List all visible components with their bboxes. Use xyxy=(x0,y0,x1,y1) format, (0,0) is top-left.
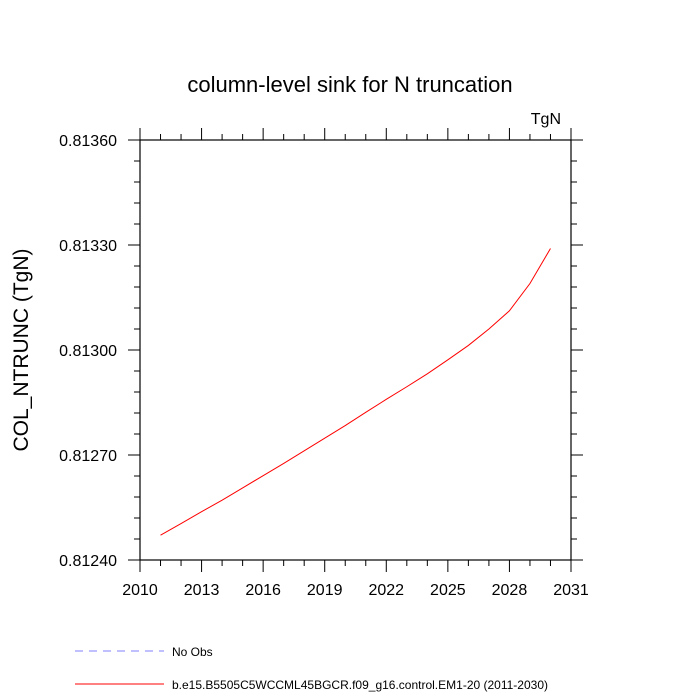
y-tick-label: 0.81360 xyxy=(59,133,117,150)
plot-lines xyxy=(160,248,551,536)
x-tick-label: 2025 xyxy=(430,582,466,599)
x-tick-label: 2016 xyxy=(245,582,281,599)
x-tick-label: 2013 xyxy=(184,582,220,599)
x-tick-label: 2031 xyxy=(553,582,589,599)
series-line xyxy=(160,248,551,536)
y-tick-label: 0.81330 xyxy=(59,238,117,255)
x-tick-label: 2019 xyxy=(307,582,343,599)
y-tick-label: 0.81300 xyxy=(59,343,117,360)
legend: No Obs b.e15.B5505C5WCCML45BGCR.f09_g16.c… xyxy=(75,645,548,692)
y-axis-label: COL_NTRUNC (TgN) xyxy=(10,248,33,451)
y-tick-label: 0.81270 xyxy=(59,448,117,465)
legend-label: No Obs xyxy=(172,645,213,659)
x-tick-label: 2028 xyxy=(492,582,528,599)
chart-title: column-level sink for N truncation xyxy=(187,72,512,97)
x-tick-label: 2010 xyxy=(122,582,158,599)
legend-label: b.e15.B5505C5WCCML45BGCR.f09_g16.control… xyxy=(172,678,548,692)
plot-frame xyxy=(139,139,572,561)
units-label: TgN xyxy=(531,111,561,128)
axis-ticks: 2010 2013 2016 2019 2022 2025 2028 2031 0.81240 0… xyxy=(59,128,589,599)
y-tick-label: 0.81240 xyxy=(59,553,117,570)
x-tick-label: 2022 xyxy=(368,582,404,599)
